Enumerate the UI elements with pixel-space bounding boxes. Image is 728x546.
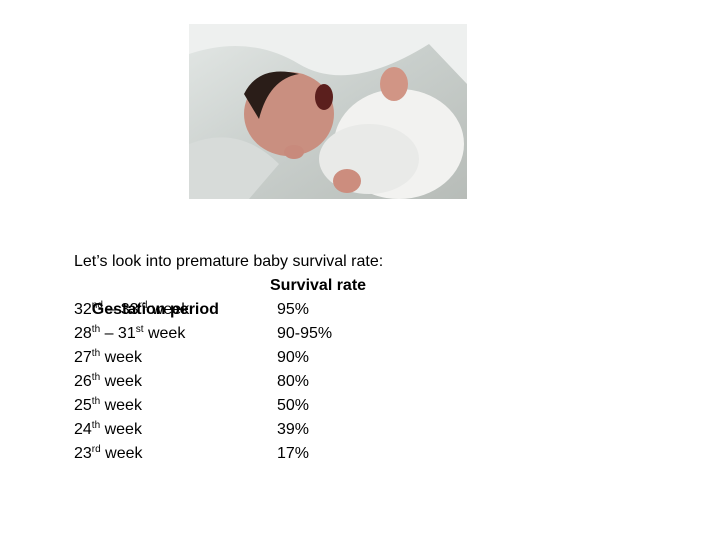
header-gestation: Gestation period [91,301,219,318]
ordinal-suffix: st [135,324,144,335]
ordinal-suffix: nd [91,300,103,311]
survival-rate: 90% [277,349,310,366]
ordinal-suffix: th [91,324,101,335]
gestation-text: 26 [74,373,92,390]
gestation-text: week [143,325,186,342]
table-row: 28th – 31st week 90-95% [74,322,574,346]
gestation-text: week [100,349,142,366]
baby-photo [189,24,467,199]
gestation: 26th week [74,372,142,391]
gestation-text: – 31 [100,325,136,342]
gestation: 32nd – 33rd week [74,300,190,319]
table-row: 27th week 90% [74,346,574,370]
gestation-text: 28 [74,325,92,342]
gestation: 27th week [74,348,142,367]
table-header: Gestation period Survival rate [74,274,574,318]
table-row: 32nd – 33rd week 95% [74,298,574,322]
table-row: 25th week 50% [74,394,574,418]
text-block: Let’s look into premature baby survival … [74,250,574,466]
gestation-text: 25 [74,397,92,414]
table-row: 26th week 80% [74,370,574,394]
gestation-text: week [100,421,142,438]
ordinal-suffix: th [91,396,101,407]
gestation: 25th week [74,396,142,415]
gestation-text: week [147,301,190,318]
gestation-text: 23 [74,445,92,462]
gestation-text: 24 [74,421,92,438]
gestation-text: week [100,397,142,414]
gestation: 28th – 31st week [74,324,186,343]
survival-rate: 39% [277,421,310,438]
table-rows: 32nd – 33rd week 95% 28th – 31st week 90-95… [74,298,574,466]
gestation-text: week [100,445,143,462]
gestation: 24th week [74,420,142,439]
intro: Let’s look into premature baby survival … [74,253,384,270]
header-rate: Survival rate [270,277,367,294]
ordinal-suffix: rd [91,444,101,455]
ordinal-suffix: th [91,372,101,383]
gestation-text: week [100,373,142,390]
ordinal-suffix: th [91,348,101,359]
survival-rate: 50% [277,397,310,414]
survival-rate: 17% [277,445,310,462]
survival-rate: 80% [277,373,310,390]
gestation-text: – 33 [102,301,139,318]
survival-rate: 95% [277,301,310,318]
ordinal-suffix: rd [138,300,148,311]
table-row: 23rd week 17% [74,442,574,466]
ordinal-suffix: th [91,420,101,431]
gestation-text: 32 [74,301,92,318]
survival-rate: 90-95% [277,325,333,342]
gestation: 23rd week [74,444,143,463]
table-row: 24th week 39% [74,418,574,442]
gestation-text: 27 [74,349,92,366]
